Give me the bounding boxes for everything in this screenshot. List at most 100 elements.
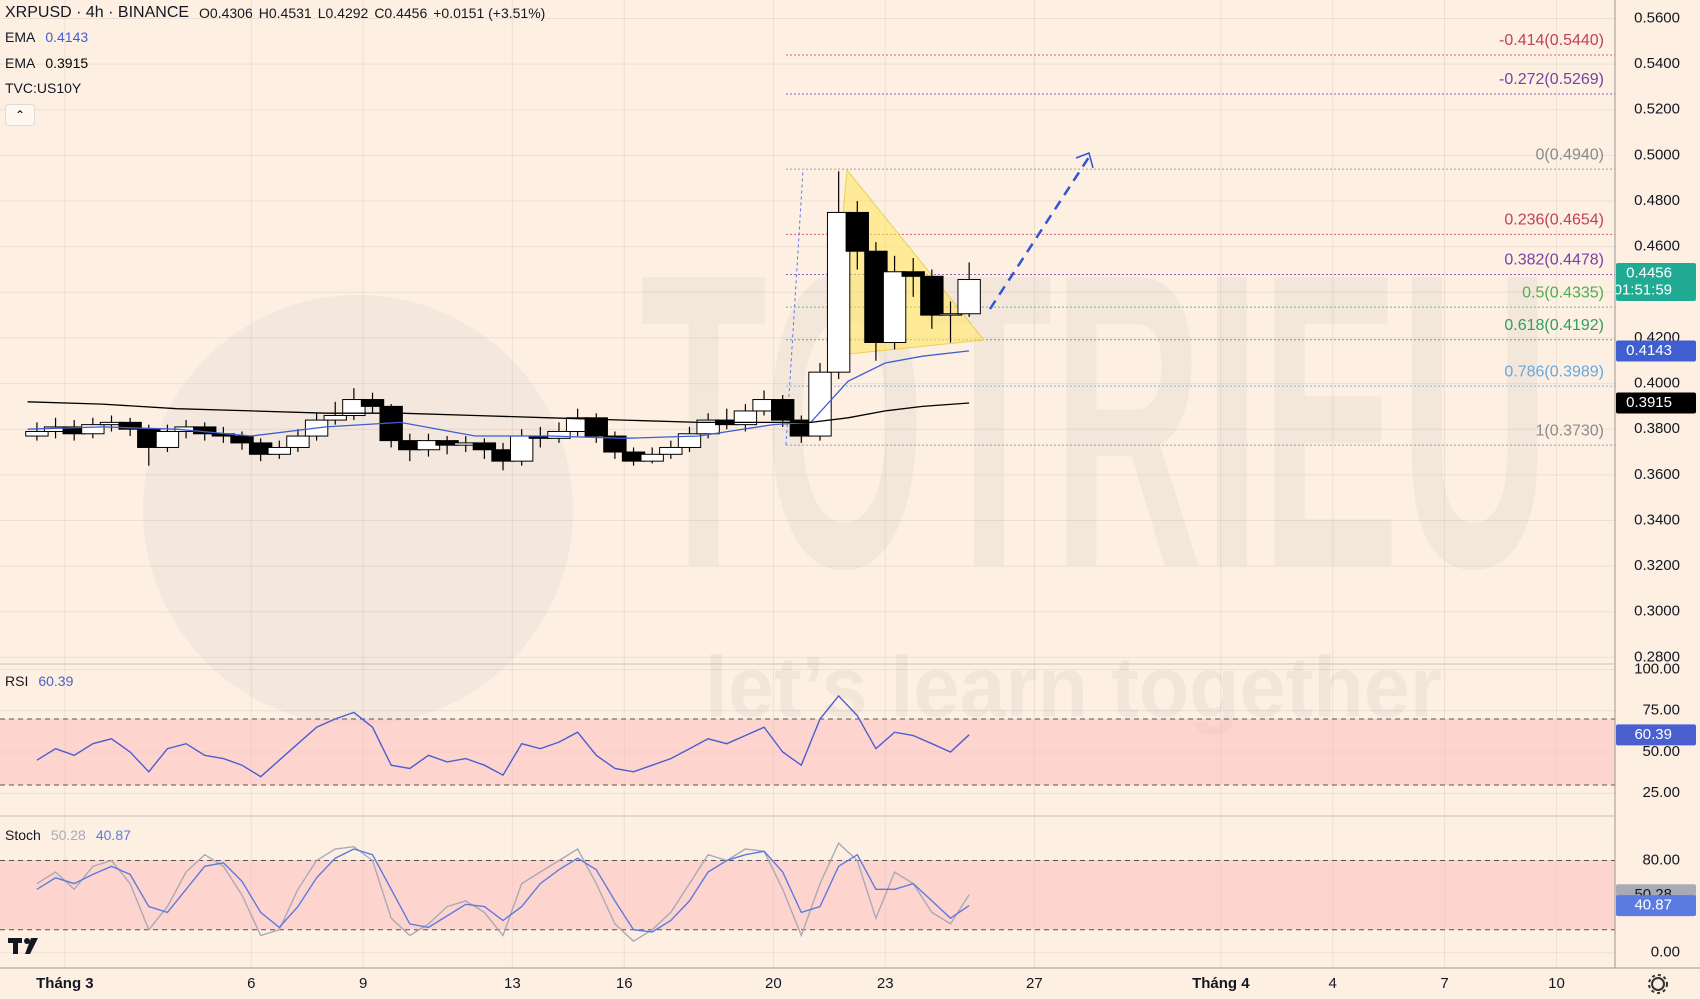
y-tick-label: 0.2800 xyxy=(1634,648,1680,665)
candle-body xyxy=(640,453,664,462)
y-tick-label: 0.4800 xyxy=(1634,192,1680,209)
fib-level-label: 0.382(0.4478) xyxy=(1504,252,1604,269)
fib-level-label: 0.5(0.4335) xyxy=(1522,284,1604,301)
fib-anchor-line xyxy=(785,169,804,446)
projection-arrow-head xyxy=(1075,152,1094,169)
y-tick-label: 75.00 xyxy=(1642,702,1680,719)
candle-body xyxy=(901,271,925,277)
price-badge-label: 0.4456 xyxy=(1626,264,1672,281)
fib-level-label: 0.786(0.3989) xyxy=(1504,363,1604,380)
rsi-legend[interactable]: RSI 60.39 xyxy=(5,673,73,689)
logo-part xyxy=(13,938,18,954)
indicator-value: 0.3915 xyxy=(45,55,89,71)
y-tick-label: 25.00 xyxy=(1642,784,1680,801)
y-tick-label: 0.3200 xyxy=(1634,557,1680,574)
symbol-legend: XRPUSD · 4h · BINANCE O0.4306 H0.4531 L0… xyxy=(5,4,545,22)
fib-level-label: 0(0.4940) xyxy=(1536,146,1605,163)
indicator-name: EMA xyxy=(5,29,36,45)
indicator-value: 60.39 xyxy=(38,673,74,689)
x-tick-label: 13 xyxy=(504,975,521,992)
fib-level-label: -0.272(0.5269) xyxy=(1499,71,1604,88)
candle-body xyxy=(882,271,907,343)
candle-body xyxy=(920,275,944,316)
candle-body xyxy=(957,279,981,315)
candle-body xyxy=(342,399,366,417)
price-badge xyxy=(1616,340,1696,362)
candle-body xyxy=(826,211,851,373)
candle-body xyxy=(547,430,571,439)
overlay-legend[interactable]: TVC:US10Y xyxy=(5,80,81,96)
watermark-title: TOTRIEU xyxy=(640,187,1550,656)
indicator-legend[interactable]: EMA 0.3915 xyxy=(5,55,88,71)
settings-icon[interactable] xyxy=(1651,977,1665,991)
y-tick-label: 0.00 xyxy=(1651,944,1680,961)
ema-line xyxy=(27,350,970,439)
ohlc-value: O0.4306 xyxy=(199,5,253,21)
candle-body xyxy=(938,313,963,316)
candle-body xyxy=(733,410,758,426)
price-badge-label: 60.39 xyxy=(1634,726,1672,743)
ohlc-change: +0.0151 (+3.51%) xyxy=(433,5,546,21)
candle-body xyxy=(584,417,608,437)
fib-level-label: 0.236(0.4654) xyxy=(1504,212,1604,229)
x-tick-label: 27 xyxy=(1026,975,1043,992)
candle-body xyxy=(603,435,627,453)
indicator-name: EMA xyxy=(5,55,36,71)
price-badge-label: 0.3915 xyxy=(1626,394,1672,411)
x-tick-label: 9 xyxy=(359,975,367,992)
x-tick-label: 6 xyxy=(247,975,255,992)
indicator-line xyxy=(36,842,970,943)
collapse-button[interactable]: ⌃ xyxy=(5,104,35,126)
y-tick-label: 50.00 xyxy=(1642,743,1680,760)
ohlc-values: O0.4306 H0.4531 L0.4292 C0.4456 +0.0151 … xyxy=(199,5,545,21)
y-tick-label: 0.4600 xyxy=(1634,238,1680,255)
y-tick-label: 0.3000 xyxy=(1634,603,1680,620)
background-layer xyxy=(0,0,1615,968)
indicator-name: RSI xyxy=(5,673,29,689)
fib-level-label: -0.414(0.5440) xyxy=(1499,32,1604,49)
symbol-title[interactable]: XRPUSD · 4h · BINANCE xyxy=(5,4,190,21)
candle-body xyxy=(118,421,142,430)
price-badge xyxy=(1616,895,1696,917)
candle-body xyxy=(771,399,795,421)
settings-icon[interactable] xyxy=(1648,974,1668,994)
y-tick-label: 0.3400 xyxy=(1634,511,1680,528)
watermark-subtitle: let’s learn together xyxy=(705,640,1442,736)
x-tick-label: 4 xyxy=(1329,975,1337,992)
x-tick-label: Tháng 3 xyxy=(36,975,94,992)
ohlc-value: L0.4292 xyxy=(317,5,369,21)
x-tick-label: 10 xyxy=(1548,975,1565,992)
projection-arrow xyxy=(988,156,1091,310)
candle-body xyxy=(696,419,720,435)
x-tick-label: Tháng 4 xyxy=(1192,975,1250,992)
y-tick-label: 0.5400 xyxy=(1634,55,1680,72)
candle-body xyxy=(677,433,702,448)
indicator-line xyxy=(36,848,970,933)
price-badge-label: 0.4143 xyxy=(1626,342,1672,359)
candle-body xyxy=(155,430,180,448)
fib-level-label: 0.618(0.4192) xyxy=(1504,317,1604,334)
candle-body xyxy=(25,430,49,437)
price-badge-label: 40.87 xyxy=(1634,897,1672,914)
x-tick-label: 16 xyxy=(616,975,633,992)
indicator-value: 50.28 xyxy=(50,827,86,843)
indicator-band xyxy=(0,718,1615,785)
overlay-name: TVC:US10Y xyxy=(5,80,82,96)
candle-body xyxy=(267,446,291,455)
y-tick-label: 100.00 xyxy=(1634,660,1680,677)
y-tick-label: 0.4000 xyxy=(1634,375,1680,392)
stoch-legend[interactable]: Stoch 50.28 40.87 xyxy=(5,827,131,843)
ohlc-value: H0.4531 xyxy=(258,5,312,21)
watermark-logo xyxy=(143,295,573,725)
candle-body xyxy=(509,435,534,462)
y-tick-label: 80.00 xyxy=(1642,851,1680,868)
candle-body xyxy=(472,442,497,451)
y-tick-label: 0.5200 xyxy=(1634,101,1680,118)
y-tick-label: 0.5600 xyxy=(1634,9,1680,26)
ohlc-value: C0.4456 xyxy=(374,5,428,21)
indicator-legend[interactable]: EMA 0.4143 xyxy=(5,29,88,45)
candle-body xyxy=(286,435,310,448)
settings-button[interactable] xyxy=(1648,974,1668,994)
candle-body xyxy=(230,435,254,444)
